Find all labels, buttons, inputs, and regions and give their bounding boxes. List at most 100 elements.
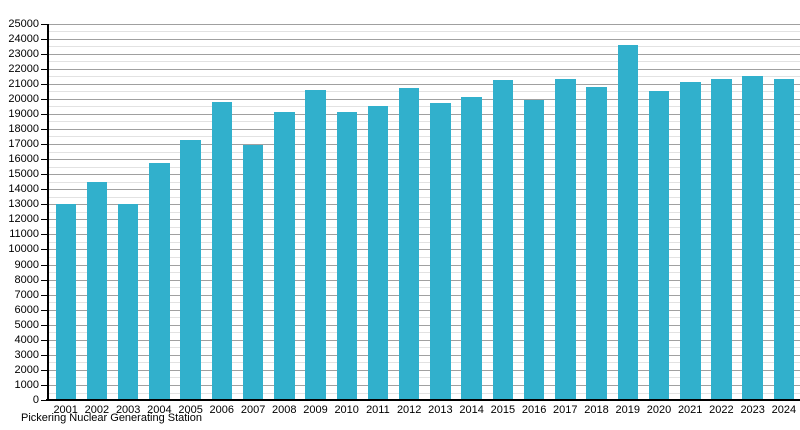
y-tick-label: 14000 [8,183,39,196]
gridline-minor [49,46,800,48]
y-tick-mark [41,23,47,25]
bar-2009 [305,89,326,400]
y-tick-label: 1000 [14,378,39,391]
x-tick-label: 2008 [272,404,297,416]
bar-2005 [180,139,201,400]
y-tick-mark [41,68,47,70]
y-tick-mark [41,98,47,100]
y-tick-label: 16000 [8,153,39,165]
x-tick-label: 2013 [428,404,453,416]
y-tick-label: 24000 [8,32,39,45]
y-tick-label: 0 [32,394,39,406]
bar-2015 [492,80,514,400]
y-tick-label: 13000 [8,198,39,211]
y-axis-line [47,23,49,401]
bar-2021 [680,81,701,400]
x-axis-line [46,399,800,401]
bar-2004 [149,162,170,400]
y-tick-label: 17000 [8,138,39,150]
bar-2022 [711,78,732,400]
x-tick-label: 2011 [366,404,390,416]
y-tick-mark [41,113,47,115]
y-tick-label: 18000 [8,122,39,135]
y-tick-mark [41,189,47,191]
bar-2024 [773,78,795,400]
y-tick-label: 23000 [8,47,39,60]
y-tick-mark [41,324,47,326]
x-tick-label: 2020 [646,404,672,416]
y-tick-mark [41,400,47,401]
y-tick-label: 15000 [8,168,39,181]
y-tick-mark [41,38,47,40]
y-tick-label: 25000 [8,17,39,30]
x-tick-label: 2021 [677,404,703,416]
y-tick-label: 2000 [14,363,39,376]
bar-2002 [86,182,108,400]
gridline-major [49,23,800,25]
x-tick-label: 2018 [584,404,609,416]
y-tick-label: 11000 [9,228,39,241]
y-tick-mark [41,128,47,130]
x-tick-label: 2001 [53,404,78,416]
bar-2013 [430,103,451,400]
gridline-minor [49,61,800,63]
y-tick-mark [41,249,47,251]
y-tick-mark [41,159,47,160]
y-tick-label: 12000 [8,213,39,226]
x-tick-label: 2016 [521,404,547,416]
y-tick-mark [41,354,47,356]
bar-2003 [117,203,139,400]
y-tick-mark [41,339,47,341]
x-tick-label: 2012 [396,404,422,416]
y-tick-mark [41,204,47,206]
y-tick-label: 20000 [8,92,39,105]
chart-caption: Pickering Nuclear Generating Station [21,412,202,424]
gridline-minor [49,76,800,78]
y-tick-mark [41,369,47,371]
y-tick-label: 8000 [14,273,39,286]
y-tick-mark [41,279,47,281]
x-tick-label: 2024 [771,404,797,416]
bar-2023 [742,76,763,400]
x-tick-label: 2006 [209,404,235,416]
x-tick-label: 2014 [459,404,484,416]
y-tick-label: 3000 [14,348,39,361]
bar-2006 [211,101,233,400]
y-tick-mark [41,53,47,55]
y-tick-mark [41,309,47,311]
y-tick-label: 10000 [8,243,39,256]
gridline-major [49,38,800,40]
x-tick-label: 2015 [490,404,516,416]
y-tick-mark [41,384,47,386]
y-tick-mark [41,144,47,145]
bar-2001 [55,204,76,400]
gridline-major [49,53,800,55]
y-tick-mark [41,83,47,85]
bar-2016 [523,99,545,400]
y-tick-mark [41,264,47,266]
y-tick-mark [41,174,47,176]
x-tick-label: 2003 [115,404,141,416]
y-tick-label: 9000 [14,258,39,271]
bar-2012 [398,88,420,400]
bar-2008 [274,111,295,400]
bar-2010 [336,111,357,400]
bar-2017 [555,78,576,400]
x-tick-label: 2023 [740,404,765,416]
x-tick-label: 2022 [709,404,734,416]
x-tick-label: 2007 [240,404,266,416]
x-tick-label: 2017 [553,404,578,416]
y-tick-label: 19000 [8,107,39,120]
bar-2019 [617,44,638,400]
y-tick-label: 6000 [14,303,39,316]
bar-2020 [648,91,670,400]
y-tick-mark [41,234,47,236]
x-tick-label: 2002 [84,404,110,416]
y-tick-label: 21000 [8,77,39,90]
y-tick-label: 5000 [14,318,39,331]
x-tick-label: 2005 [178,404,203,416]
x-tick-label: 2010 [334,404,359,416]
x-tick-label: 2019 [615,404,641,416]
bar-2011 [367,105,389,400]
